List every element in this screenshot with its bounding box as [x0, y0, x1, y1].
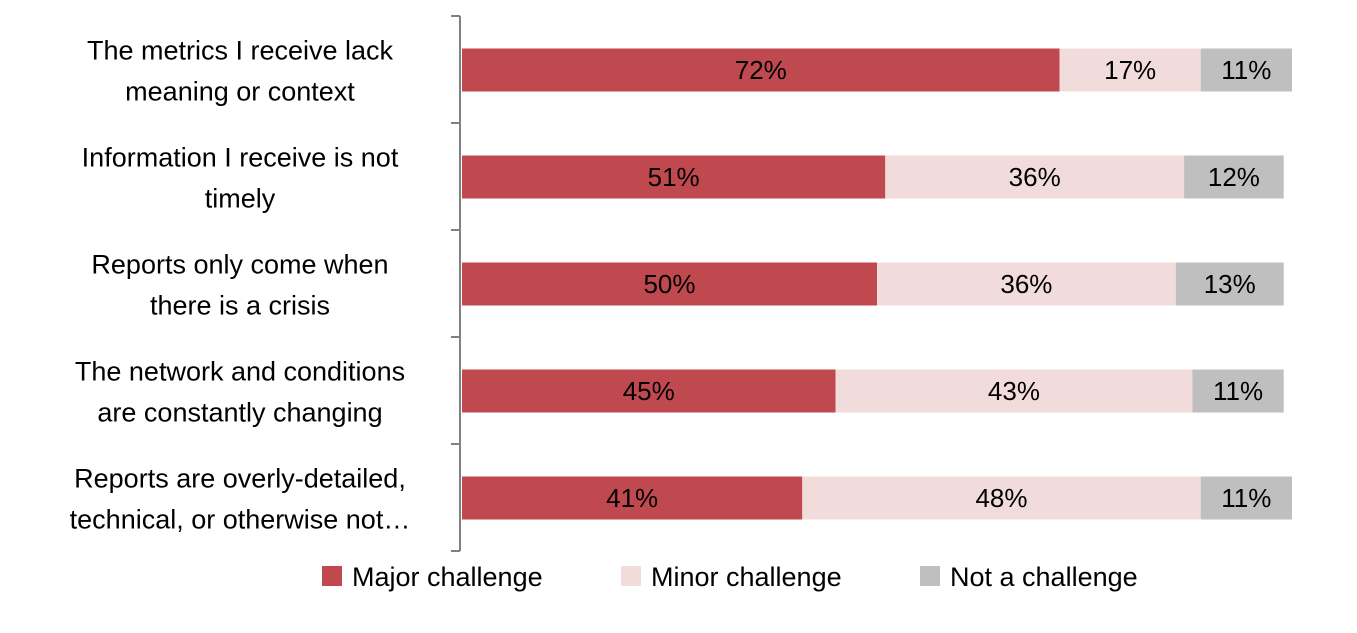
data-label: 11%	[1221, 483, 1271, 513]
bar-segment	[1200, 48, 1292, 92]
category-label-line: meaning or context	[125, 77, 355, 107]
bar-segment	[835, 369, 1193, 413]
data-label: 48%	[975, 483, 1027, 513]
y-axis	[451, 15, 461, 552]
bar-segment	[1175, 262, 1284, 306]
category-label: Reports only come when there is a crisis	[91, 250, 388, 321]
bar-segment	[462, 262, 877, 306]
bar-segment	[885, 155, 1185, 199]
category-label-line: there is a crisis	[150, 291, 330, 321]
bar-segment	[462, 155, 886, 199]
bar-segment	[1184, 155, 1284, 199]
category-label-line: are constantly changing	[97, 398, 382, 428]
bar-segment	[1059, 48, 1201, 92]
legend-label: Major challenge	[352, 562, 543, 592]
legend-swatch	[621, 566, 641, 586]
category-label: The metrics I receive lack meaning or con…	[87, 36, 394, 107]
legend-swatch	[322, 566, 342, 586]
category-label-line: Reports are overly-detailed,	[74, 464, 406, 494]
legend-label: Not a challenge	[950, 562, 1138, 592]
data-label: 11%	[1221, 55, 1271, 85]
bar-segment	[1200, 476, 1292, 520]
category-label-line: Reports only come when	[91, 250, 388, 280]
data-label: 72%	[735, 55, 787, 85]
category-label-line: The metrics I receive lack	[87, 36, 394, 66]
bar-segment	[462, 369, 836, 413]
category-labels: The metrics I receive lack meaning or con…	[70, 36, 411, 535]
bar-segment	[1192, 369, 1284, 413]
category-label: Reports are overly-detailed, technical, o…	[70, 464, 411, 535]
bar-segment	[462, 48, 1060, 92]
category-label-line: technical, or otherwise not…	[70, 505, 411, 535]
data-label: 17%	[1104, 55, 1156, 85]
data-label: 36%	[1000, 269, 1052, 299]
legend-label: Minor challenge	[651, 562, 842, 592]
legend-swatch	[920, 566, 940, 586]
bars: 72% 17% 11% 51% 36% 12% 50% 36% 13% 45% 43% 11% 41% 4…	[462, 48, 1292, 520]
data-label: 36%	[1009, 162, 1061, 192]
category-label-line: timely	[205, 184, 276, 214]
data-label: 13%	[1204, 269, 1256, 299]
bar-segment	[877, 262, 1176, 306]
data-label: 51%	[648, 162, 700, 192]
category-label-line: The network and conditions	[75, 357, 405, 387]
data-label: 41%	[606, 483, 658, 513]
data-label: 45%	[623, 376, 675, 406]
category-label-line: Information I receive is not	[82, 143, 399, 173]
legend: Major challenge Minor challenge Not a chal…	[322, 562, 1138, 592]
category-label: The network and conditions are constantly…	[75, 357, 405, 428]
category-label: Information I receive is not timely	[82, 143, 399, 214]
bar-segment	[462, 476, 803, 520]
data-label: 11%	[1213, 376, 1263, 406]
data-label: 12%	[1208, 162, 1260, 192]
data-label: 43%	[988, 376, 1040, 406]
bar-segment	[802, 476, 1201, 520]
data-label: 50%	[643, 269, 695, 299]
